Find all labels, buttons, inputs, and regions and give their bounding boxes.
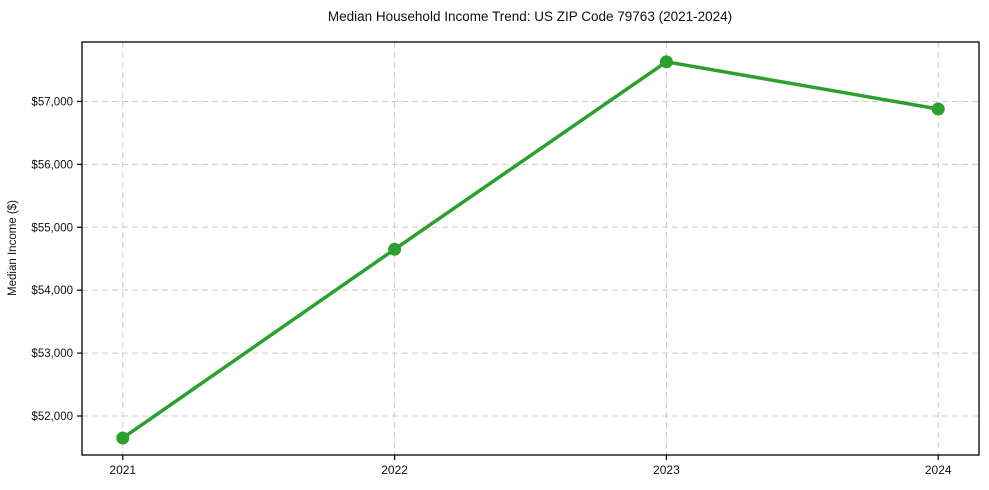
- plot-border: [81, 41, 980, 456]
- data-point-2024: [931, 102, 945, 116]
- series-layer: [116, 55, 945, 445]
- y-tick-label: $57,000: [31, 96, 73, 108]
- x-tick-label: 2022: [381, 463, 408, 477]
- y-tick-label: $55,000: [31, 222, 73, 234]
- trend-line: [121, 60, 940, 440]
- y-tick-label: $56,000: [31, 159, 73, 171]
- y-axis-label: Median Income ($): [7, 200, 19, 296]
- axis-layer: $52,000 $53,000 $54,000 $55,000 $56,000 $57,0…: [31, 41, 980, 477]
- y-tick-label: $53,000: [31, 348, 73, 360]
- chart-title: Median Household Income Trend: US ZIP Co…: [328, 9, 732, 24]
- data-point-2023: [659, 55, 673, 69]
- x-tick-label: 2024: [925, 463, 952, 477]
- data-point-2022: [388, 242, 402, 256]
- data-point-2021: [116, 431, 130, 445]
- y-tick-label: $54,000: [31, 285, 73, 297]
- x-tick-label: 2023: [653, 463, 680, 477]
- y-tick-label: $52,000: [31, 411, 73, 423]
- grid-layer: [82, 42, 979, 455]
- x-tick-label: 2021: [109, 463, 136, 477]
